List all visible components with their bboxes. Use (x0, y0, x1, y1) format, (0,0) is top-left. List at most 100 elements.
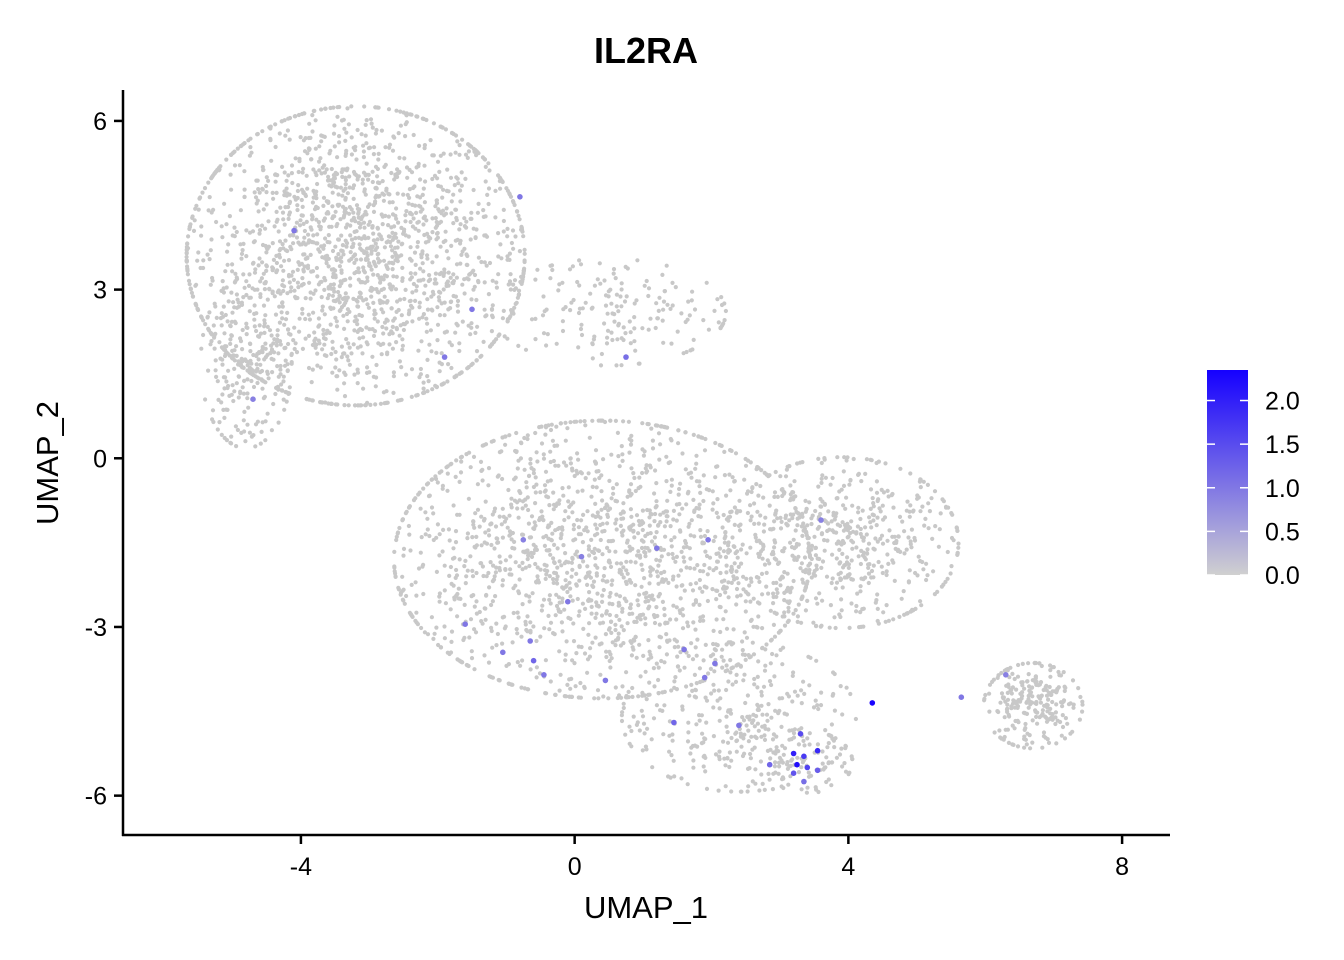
cell-point (390, 331, 395, 336)
cell-point (734, 663, 739, 668)
cell-point (587, 435, 592, 440)
cell-point (339, 118, 345, 123)
cell-point (464, 219, 469, 224)
cell-point (216, 397, 221, 402)
cell-point (278, 367, 283, 372)
cell-point (684, 349, 689, 355)
cell-point (341, 278, 346, 283)
cell-point (1022, 727, 1027, 733)
cell-point (598, 672, 603, 677)
cell-point (433, 277, 438, 282)
cell-point (745, 714, 750, 720)
cell-point (222, 347, 227, 352)
cell-point (717, 706, 722, 711)
cell-point (653, 511, 658, 517)
cell-point (403, 287, 408, 292)
cell-point (680, 707, 685, 712)
cell-point (601, 694, 606, 699)
cell-point (543, 488, 548, 493)
cell-point (821, 767, 826, 772)
cell-point (557, 600, 562, 605)
cell-point (309, 269, 314, 274)
cell-point (633, 583, 638, 588)
cell-point (854, 603, 859, 609)
cell-point (551, 556, 556, 561)
cell-point (738, 789, 744, 794)
cell-point (319, 107, 324, 112)
cell-point (1070, 729, 1075, 734)
cell-point (714, 597, 719, 602)
cell-point (599, 473, 604, 478)
cell-point (232, 149, 237, 154)
cell-point (302, 252, 307, 257)
cell-point (629, 728, 634, 734)
cell-point (703, 549, 708, 554)
cell-point (363, 173, 368, 178)
cell-point (337, 300, 342, 305)
cell-point (909, 545, 914, 550)
cell-point (184, 251, 189, 256)
cell-point (704, 487, 709, 492)
cell-point (464, 574, 469, 579)
cell-point (593, 501, 598, 506)
cell-point (387, 234, 392, 239)
cell-point (711, 501, 716, 506)
cell-point (554, 424, 559, 429)
cell-point (874, 523, 879, 528)
cell-point (826, 741, 831, 746)
cell-point (468, 465, 473, 470)
cell-point (772, 674, 777, 679)
cell-point (299, 261, 304, 266)
cell-point (813, 508, 818, 514)
cell-point (541, 456, 547, 461)
cell-point (626, 419, 632, 424)
cell-point (430, 216, 435, 221)
cell-point (667, 749, 672, 754)
cell-point (873, 536, 878, 541)
cell-point (285, 128, 290, 133)
cell-point (475, 150, 480, 155)
cell-point (280, 283, 285, 288)
cell-point (187, 224, 192, 229)
cell-point (798, 460, 803, 465)
cell-point (363, 122, 368, 127)
cell-point (645, 421, 650, 427)
cell-point (347, 362, 352, 367)
cell-point (916, 554, 921, 559)
cell-point (266, 219, 271, 224)
cell-point (625, 540, 630, 545)
cell-point (769, 527, 774, 532)
cell-point (400, 343, 405, 348)
cell-point (733, 551, 738, 556)
cell-point (404, 320, 409, 325)
cell-point (487, 585, 492, 590)
cell-point (217, 420, 222, 425)
cell-point (286, 391, 291, 396)
cell-point (885, 552, 890, 557)
cell-point (648, 531, 653, 536)
cell-point (516, 343, 521, 348)
cell-point (594, 611, 599, 616)
cell-point (694, 461, 699, 466)
cell-point (539, 424, 544, 429)
cell-point (609, 330, 614, 335)
cell-point (722, 318, 727, 323)
cell-point (601, 587, 606, 593)
cell-point (316, 220, 321, 225)
cell-point (565, 682, 570, 688)
cell-point (354, 157, 359, 162)
cell-point (619, 444, 624, 449)
cell-point (826, 761, 831, 766)
cell-point (593, 522, 598, 527)
cell-point (586, 471, 591, 476)
cell-point (414, 593, 419, 598)
cell-point (408, 271, 413, 276)
cell-point (712, 688, 717, 693)
cell-point (566, 499, 571, 504)
cell-point (730, 682, 735, 687)
cell-point (701, 318, 706, 323)
cell-point (600, 521, 605, 526)
cell-point (294, 220, 299, 225)
cell-point (229, 319, 234, 324)
cell-point (212, 346, 217, 351)
